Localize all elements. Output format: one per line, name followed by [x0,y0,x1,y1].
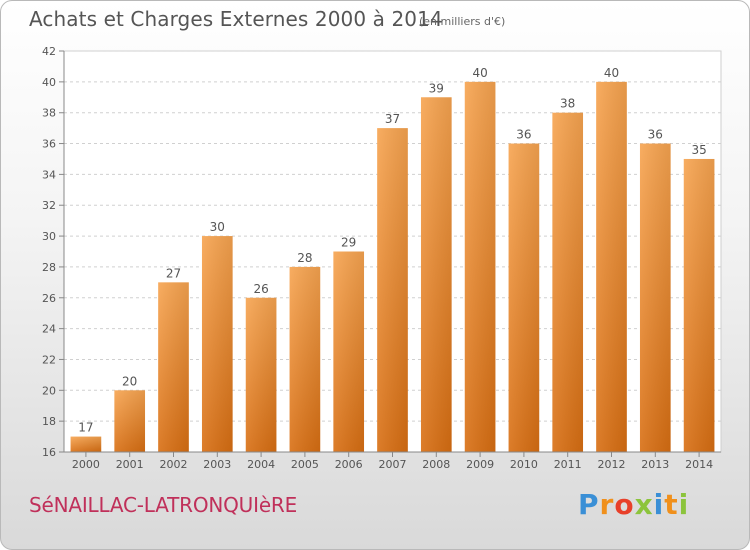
bar-shade-2013 [639,143,671,453]
y-tick-label: 26 [42,292,56,305]
bar-shade-2009 [464,81,496,452]
bar-shade-2014 [683,158,715,452]
x-tick-label-2000: 2000 [72,458,100,471]
y-tick-label: 38 [42,107,56,120]
value-label-2002: 27 [166,266,181,280]
proxiti-letter: i [678,488,690,521]
proxiti-letter: i [653,488,665,521]
bar-shade-2010 [508,143,540,453]
x-tick-label-2011: 2011 [554,458,582,471]
bar-shade-2007 [377,128,408,452]
x-tick-label-2003: 2003 [203,458,231,471]
bar-shade-2006 [333,251,365,452]
x-tick-label-2010: 2010 [510,458,538,471]
y-tick-label: 28 [42,261,56,274]
x-tick-label-2006: 2006 [335,458,363,471]
x-tick-label-2004: 2004 [247,458,275,471]
bar-shade-2001 [114,390,146,452]
x-tick-label-2008: 2008 [422,458,450,471]
x-tick-label-2009: 2009 [466,458,494,471]
value-label-2009: 40 [472,66,487,80]
value-label-2010: 36 [516,128,531,142]
proxiti-logo: Proxiti [578,488,689,521]
x-tick-label-2005: 2005 [291,458,319,471]
x-tick-label-2001: 2001 [116,458,144,471]
bar-shade-2000 [70,436,102,452]
y-tick-label: 20 [42,384,56,397]
value-label-2006: 29 [341,236,356,250]
value-label-2013: 36 [648,128,663,142]
bar-shade-2011 [552,112,584,452]
y-tick-label: 32 [42,199,56,212]
commune-name: SéNAILLAC-LATRONQUIèRE [29,493,298,517]
value-label-2014: 35 [691,143,706,157]
y-tick-label: 22 [42,353,56,366]
x-tick-label-2013: 2013 [641,458,669,471]
bar-shade-2003 [201,236,233,452]
value-label-2003: 30 [210,220,225,234]
proxiti-letter: r [599,488,615,521]
y-tick-label: 36 [42,138,56,151]
value-label-2004: 26 [253,282,268,296]
bar-shade-2002 [158,282,189,452]
bar-shade-2005 [289,266,321,452]
x-tick-label-2002: 2002 [160,458,188,471]
y-tick-label: 30 [42,230,56,243]
proxiti-letter: t [664,488,679,521]
x-tick-label-2014: 2014 [685,458,713,471]
y-tick-label: 42 [42,45,56,58]
value-label-2005: 28 [297,251,312,265]
value-label-2001: 20 [122,374,137,388]
y-tick-label: 16 [42,446,56,459]
y-tick-label: 40 [42,76,56,89]
y-tick-label: 24 [42,323,56,336]
value-label-2011: 38 [560,97,575,111]
proxiti-letter: o [614,488,635,521]
proxiti-letter: P [578,488,600,521]
proxiti-letter: x [634,488,654,521]
value-label-2012: 40 [604,66,619,80]
y-tick-label: 34 [42,168,56,181]
x-tick-label-2012: 2012 [598,458,626,471]
bar-shade-2008 [420,97,452,453]
value-label-2000: 17 [78,421,93,435]
bar-shade-2004 [245,297,277,452]
bar-shade-2012 [596,81,627,452]
x-tick-label-2007: 2007 [379,458,407,471]
value-label-2007: 37 [385,112,400,126]
chart-subtitle: (en milliers d'€) [419,15,506,28]
value-label-2008: 39 [429,81,444,95]
chart-title: Achats et Charges Externes 2000 à 2014 [29,7,443,31]
y-tick-label: 18 [42,415,56,428]
